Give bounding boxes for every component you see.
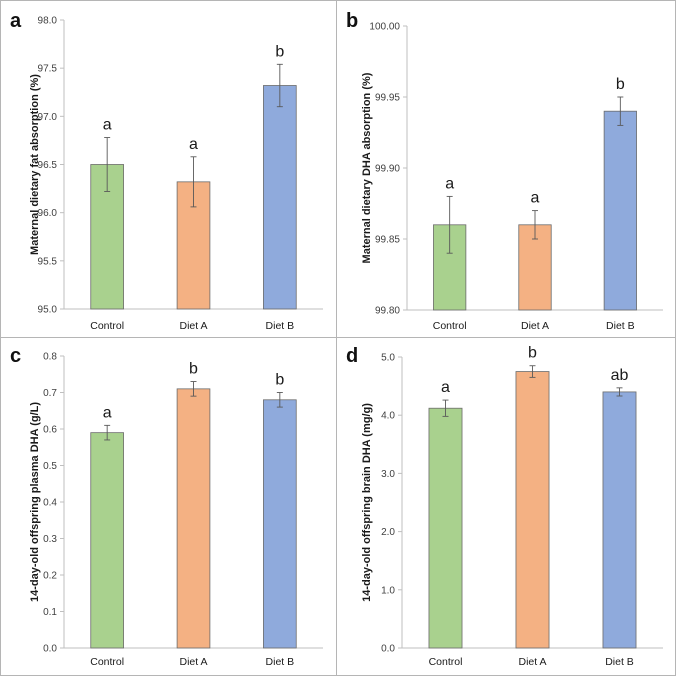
y-tick-label-c: 0.6 — [43, 425, 57, 436]
chart-d: d 0.0 1.0 2.0 3.0 4.0 5.0 14-day-old offspring … — [346, 345, 663, 668]
sig-label-d-2: b — [528, 345, 537, 362]
y-tick-label-a: 95.5 — [38, 256, 58, 267]
sig-label-a-3: b — [275, 43, 284, 60]
chart-b: b 99.80 99.85 99.90 99.95 100.00 Maternal diet… — [346, 10, 663, 332]
panel-a: a 95.0 95.5 96.0 96.5 97.0 97.5 98.0 Maternal di… — [0, 0, 337, 338]
y-tick-label-a: 97.5 — [38, 64, 58, 75]
sig-label-c-1: a — [103, 404, 112, 421]
y-tick-label-a: 98.0 — [38, 16, 58, 27]
y-axis-label-b: Maternal dietary DHA absorption (%) — [361, 72, 373, 263]
y-tick-label-a: 96.0 — [38, 208, 58, 219]
category-label-b-1: Control — [433, 320, 467, 332]
bar-b-3 — [603, 110, 637, 311]
category-label-c-3: Diet B — [266, 656, 295, 668]
bar-d-1 — [428, 407, 463, 649]
bar-d-2 — [515, 371, 550, 649]
category-label-a-1: Control — [90, 320, 124, 332]
bar-c-3 — [263, 399, 297, 649]
bar-a-3 — [263, 85, 297, 310]
y-tick-label-d: 4.0 — [381, 411, 395, 422]
y-tick-label-b: 99.90 — [375, 164, 400, 175]
panel-letter-b: b — [346, 10, 358, 32]
y-tick-label-c: 0.5 — [43, 461, 57, 472]
sig-label-b-2: a — [531, 190, 540, 207]
chart-a: a 95.0 95.5 96.0 96.5 97.0 97.5 98.0 Maternal di… — [10, 10, 323, 332]
bar-d-3 — [602, 391, 637, 649]
y-tick-label-c: 0.3 — [43, 534, 57, 545]
y-tick-label-c: 0.0 — [43, 644, 57, 655]
y-tick-label-a: 97.0 — [38, 112, 58, 123]
panel-d: d 0.0 1.0 2.0 3.0 4.0 5.0 14-day-old offspring … — [336, 337, 676, 676]
y-tick-label-c: 0.1 — [43, 607, 57, 618]
y-tick-label-c: 0.2 — [43, 571, 57, 582]
sig-label-c-3: b — [275, 372, 284, 389]
sig-label-d-1: a — [441, 379, 450, 396]
category-label-d-1: Control — [429, 656, 463, 668]
panel-letter-d: d — [346, 345, 358, 367]
y-tick-label-b: 100.00 — [369, 22, 400, 33]
sig-label-a-2: a — [189, 136, 198, 153]
category-label-a-2: Diet A — [179, 320, 207, 332]
category-label-b-3: Diet B — [606, 320, 635, 332]
panel-b: b 99.80 99.85 99.90 99.95 100.00 Maternal diet… — [336, 0, 676, 338]
y-tick-label-c: 0.8 — [43, 352, 57, 363]
sig-label-c-2: b — [189, 361, 198, 378]
y-axis-label-a: Maternal dietary fat absorption (%) — [29, 74, 41, 255]
y-tick-label-c: 0.7 — [43, 388, 57, 399]
y-tick-label-d: 2.0 — [381, 527, 395, 538]
bar-b-1 — [433, 224, 467, 311]
y-tick-label-c: 0.4 — [43, 498, 57, 509]
y-axis-label-d: 14-day-old offspring brain DHA (mg/g) — [361, 403, 373, 602]
bar-a-2 — [176, 181, 211, 310]
category-label-d-2: Diet A — [518, 656, 546, 668]
y-tick-label-d: 0.0 — [381, 644, 395, 655]
category-label-c-2: Diet A — [179, 656, 207, 668]
category-label-d-3: Diet B — [605, 656, 634, 668]
y-tick-label-d: 1.0 — [381, 585, 395, 596]
panel-c: c 0.0 0.1 0.2 0.3 0.4 0.5 0.6 0.7 0.8 14-day-old o… — [0, 337, 337, 676]
y-tick-label-b: 99.95 — [375, 93, 400, 104]
sig-label-a-1: a — [103, 117, 112, 134]
y-tick-label-b: 99.80 — [375, 306, 400, 317]
category-label-a-3: Diet B — [266, 320, 295, 332]
panel-letter-c: c — [10, 345, 21, 367]
chart-c: c 0.0 0.1 0.2 0.3 0.4 0.5 0.6 0.7 0.8 14-day-old o… — [10, 345, 323, 668]
y-tick-label-b: 99.85 — [375, 235, 400, 246]
y-tick-label-d: 3.0 — [381, 469, 395, 480]
y-tick-label-d: 5.0 — [381, 353, 395, 364]
bar-c-1 — [90, 432, 124, 649]
sig-label-d-3: ab — [611, 367, 629, 384]
sig-label-b-1: a — [445, 175, 454, 192]
y-axis-label-c: 14-day-old offspring plasma DHA (g/L) — [29, 402, 41, 602]
category-label-c-1: Control — [90, 656, 124, 668]
panel-letter-a: a — [10, 10, 22, 32]
y-tick-label-a: 96.5 — [38, 160, 58, 171]
sig-label-b-3: b — [616, 76, 625, 93]
y-tick-label-a: 95.0 — [38, 305, 58, 316]
bar-c-2 — [176, 388, 211, 649]
category-label-b-2: Diet A — [521, 320, 549, 332]
